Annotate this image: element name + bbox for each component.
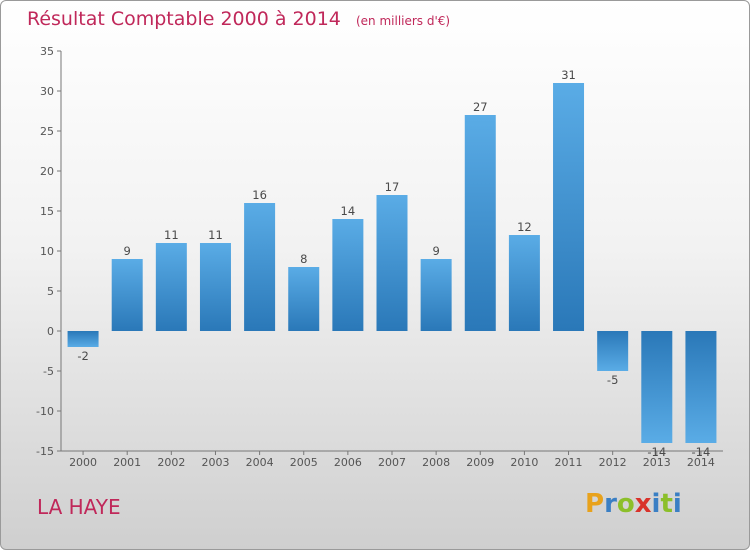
logo-letter: P [585,489,605,519]
bar-2002 [155,243,187,331]
logo-letter: o [616,489,635,519]
y-tick-label: 25 [40,125,54,138]
x-tick-label: 2007 [378,456,406,469]
y-tick-label: -10 [36,405,54,418]
bar-2003 [199,243,231,331]
data-label-2003: 11 [208,228,223,242]
axes: 35 30 25 20 15 10 5 0 -5 -10 -15 2000 2001 2002 2003 20… [36,45,723,469]
data-label-2014: -14 [692,445,711,459]
logo-letter: x [634,489,652,519]
logo-letter: t [660,489,673,519]
bar-2009 [464,115,496,331]
y-tick-label: -5 [43,365,54,378]
data-label-2007: 17 [385,180,400,194]
bar-2011 [553,83,585,331]
y-tick-label: 10 [40,245,54,258]
x-tick-label: 2013 [643,456,671,469]
data-label-2006: 14 [341,204,356,218]
x-tick-label: 2009 [466,456,494,469]
logo-letter: i [672,489,682,519]
data-label-2013: -14 [647,445,666,459]
data-label-2002: 11 [164,228,179,242]
x-tick-label: 2011 [555,456,583,469]
x-tick-label: 2001 [113,456,141,469]
bar-2008 [420,259,452,331]
bar-2013 [641,331,673,443]
x-tick-label: 2004 [246,456,274,469]
data-label-2010: 12 [517,220,532,234]
x-tick-label: 2012 [599,456,627,469]
data-label-2001: 9 [124,244,131,258]
y-tick-label: 0 [47,325,54,338]
data-label-2008: 9 [432,244,439,258]
x-tick-label: 2006 [334,456,362,469]
bar-2004 [244,203,276,331]
x-tick-label: 2003 [201,456,229,469]
x-tick-label: 2008 [422,456,450,469]
bar-2005 [288,267,320,331]
x-tick-label: 2002 [157,456,185,469]
y-tick-label: 15 [40,205,54,218]
bar-2014 [685,331,717,443]
title-row: Résultat Comptable 2000 à 2014 (en milli… [27,8,450,30]
data-label-2011: 31 [561,68,576,82]
x-tick-label: 2000 [69,456,97,469]
bar-2012 [597,331,629,371]
y-tick-label: 20 [40,165,54,178]
bar-2006 [332,219,364,331]
x-tick-label: 2014 [687,456,715,469]
y-tick-label: 35 [40,45,54,58]
data-label-2012: -5 [607,373,618,387]
logo-letter: r [604,489,617,519]
y-tick-label: -15 [36,445,54,458]
data-label-2000: -2 [77,349,88,363]
logo-letter: i [651,489,661,519]
bars-group [67,83,717,443]
x-tick-label: 2010 [510,456,538,469]
data-label-2005: 8 [300,252,307,266]
bar-2007 [376,195,408,331]
data-labels-group: -2 9 11 11 16 8 14 17 9 27 12 31 -5 -14 -14 [77,68,710,459]
commune-name: LA HAYE [37,495,121,519]
chart-subtitle: (en milliers d'€) [355,14,451,28]
data-label-2004: 16 [252,188,267,202]
bar-2010 [508,235,540,331]
chart-title: Résultat Comptable 2000 à 2014 [27,8,341,30]
y-tick-label: 5 [47,285,54,298]
proxiti-logo: Proxiti [585,489,682,519]
x-tick-label: 2005 [290,456,318,469]
bar-2001 [111,259,143,331]
data-label-2009: 27 [473,100,488,114]
bar-2000 [67,331,99,347]
y-tick-label: 30 [40,85,54,98]
